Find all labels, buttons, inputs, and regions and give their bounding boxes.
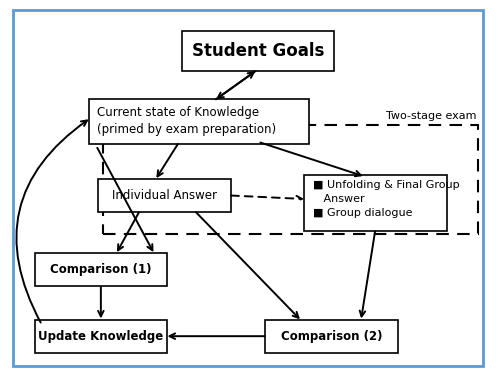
Text: Student Goals: Student Goals	[192, 42, 324, 60]
Text: Current state of Knowledge
(primed by exam preparation): Current state of Knowledge (primed by ex…	[97, 106, 276, 136]
Text: ■ Unfolding & Final Group
   Answer
■ Group dialogue: ■ Unfolding & Final Group Answer ■ Group…	[312, 180, 460, 218]
Text: Comparison (2): Comparison (2)	[280, 330, 382, 343]
Text: Individual Answer: Individual Answer	[112, 189, 217, 202]
FancyBboxPatch shape	[304, 175, 446, 230]
FancyBboxPatch shape	[265, 320, 398, 353]
Text: Update Knowledge: Update Knowledge	[38, 330, 164, 343]
FancyBboxPatch shape	[182, 30, 334, 71]
FancyBboxPatch shape	[34, 253, 167, 286]
Text: Two-stage exam: Two-stage exam	[386, 111, 476, 121]
FancyBboxPatch shape	[88, 99, 310, 144]
Text: Comparison (1): Comparison (1)	[50, 263, 152, 276]
Bar	[104, 125, 478, 234]
FancyBboxPatch shape	[98, 179, 231, 212]
FancyBboxPatch shape	[34, 320, 167, 353]
